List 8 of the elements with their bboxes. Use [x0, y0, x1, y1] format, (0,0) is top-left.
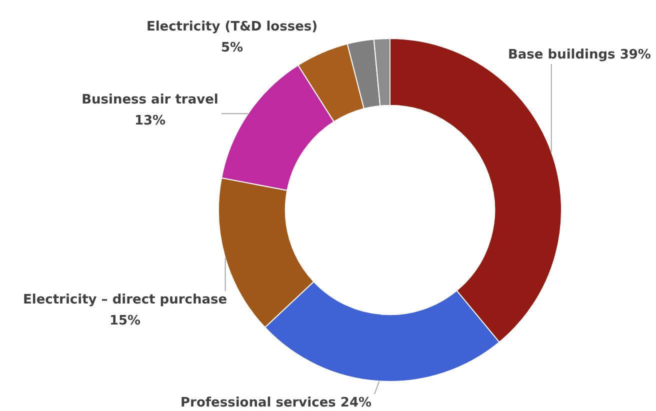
slice-label: Base buildings 39% [508, 47, 651, 62]
data-label: 15% [109, 313, 141, 328]
slice-label: Electricity – direct purchase [22, 292, 228, 308]
slice-label: Professional services 24% [180, 395, 372, 410]
slice-label: Business air travel [82, 92, 218, 108]
data-label: 13% [134, 113, 166, 128]
slice-label: Electricity (T&D losses) [146, 19, 318, 34]
data-label: 5% [220, 40, 244, 56]
